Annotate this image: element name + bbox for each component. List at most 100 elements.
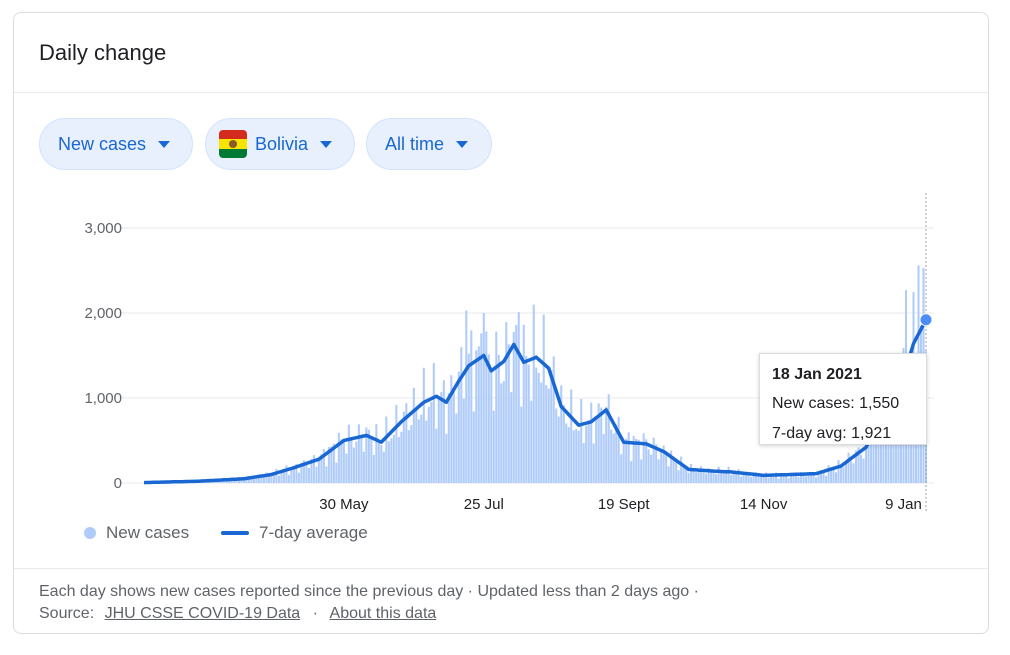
daily-cases-bar [582, 443, 585, 483]
daily-cases-bar [602, 434, 605, 483]
daily-cases-bar [702, 472, 705, 483]
daily-cases-bar [775, 472, 778, 483]
daily-cases-bar [680, 456, 683, 483]
daily-cases-bar [872, 444, 875, 483]
country-dropdown[interactable]: Bolivia [205, 118, 355, 170]
daily-cases-bar [267, 475, 270, 483]
daily-cases-bar [812, 472, 815, 483]
chevron-down-icon [158, 140, 171, 148]
source-link[interactable]: JHU CSSE COVID-19 Data [104, 605, 301, 622]
daily-cases-bar [825, 475, 828, 483]
daily-cases-bar [647, 449, 650, 483]
daily-cases-bar [882, 420, 885, 483]
daily-cases-bar [747, 472, 750, 483]
daily-cases-bar [482, 313, 485, 483]
daily-cases-bar [425, 420, 428, 483]
daily-cases-bar [815, 477, 818, 483]
daily-cases-bar [290, 467, 293, 483]
daily-cases-bar [760, 476, 763, 483]
daily-cases-bar [732, 473, 735, 483]
daily-cases-bar [252, 477, 255, 483]
daily-cases-bar [347, 424, 350, 483]
daily-cases-bar [310, 458, 313, 483]
daily-cases-bar [437, 398, 440, 483]
daily-cases-bar [790, 472, 793, 483]
legend-bar-swatch [84, 527, 96, 539]
daily-cases-bar [525, 356, 528, 483]
daily-cases-bar [650, 454, 653, 483]
daily-cases-bar [457, 371, 460, 483]
daily-cases-bar [750, 476, 753, 483]
daily-cases-bar [270, 475, 273, 483]
bolivia-flag-icon [219, 130, 247, 158]
daily-cases-bar [780, 473, 783, 483]
daily-cases-bar [800, 472, 803, 483]
daily-cases-bar [277, 475, 280, 483]
about-data-link[interactable]: About this data [329, 605, 437, 622]
daily-cases-bar [395, 404, 398, 483]
daily-cases-bar [412, 387, 415, 483]
daily-cases-bar [710, 469, 713, 483]
daily-cases-bar [487, 354, 490, 483]
daily-cases-bar [255, 475, 258, 483]
daily-cases-bar [627, 432, 630, 483]
daily-cases-chart[interactable]: 0 1,000 2,000 3,000 30 May 25 Jul 19 Sept 14 No… [14, 13, 988, 543]
daily-cases-bar [530, 400, 533, 483]
daily-cases-bar [862, 458, 865, 483]
daily-cases-bar [565, 423, 568, 483]
daily-cases-bar [792, 473, 795, 483]
daily-cases-bar [257, 475, 260, 483]
daily-cases-bar [587, 420, 590, 483]
metric-dropdown[interactable]: New cases [39, 118, 193, 170]
x-tick-label: 9 Jan [885, 496, 922, 513]
daily-cases-bar [600, 407, 603, 483]
daily-cases-bar [330, 446, 333, 483]
legend-7-day-average: 7-day average [221, 523, 368, 543]
daily-cases-bar [325, 466, 328, 483]
daily-cases-bar [250, 478, 253, 483]
daily-cases-bar [597, 403, 600, 483]
daily-cases-bar [707, 468, 710, 483]
daily-cases-bar [540, 382, 543, 483]
daily-cases-bar [355, 441, 358, 483]
daily-cases-bar [542, 314, 545, 483]
daily-cases-bar [842, 467, 845, 483]
legend-bars-label: New cases [106, 523, 190, 542]
daily-cases-bar [480, 333, 483, 483]
daily-cases-bar [640, 459, 643, 483]
daily-cases-bar [772, 474, 775, 483]
daily-cases-bar [367, 429, 370, 483]
daily-cases-bar [752, 474, 755, 483]
daily-cases-bar [612, 433, 615, 483]
daily-cases-bar [572, 430, 575, 483]
time-range-dropdown[interactable]: All time [366, 118, 492, 170]
daily-cases-bar [687, 472, 690, 483]
daily-cases-bar [595, 417, 598, 483]
daily-cases-bar [435, 428, 438, 483]
daily-cases-bar [847, 452, 850, 483]
daily-cases-bar [890, 407, 893, 483]
daily-cases-bar [327, 446, 330, 483]
hover-point [919, 313, 933, 327]
daily-cases-bar [625, 438, 628, 483]
x-tick-label: 19 Sept [598, 496, 651, 513]
daily-cases-bar [532, 304, 535, 483]
daily-cases-bar [742, 473, 745, 483]
daily-cases-bar [637, 439, 640, 483]
y-tick-label: 2,000 [84, 305, 122, 322]
daily-cases-bar [785, 473, 788, 483]
daily-cases-bar [455, 413, 458, 483]
chevron-down-icon [320, 140, 333, 148]
daily-cases-bar [320, 454, 323, 483]
daily-cases-bar [720, 472, 723, 483]
daily-cases-bar [397, 436, 400, 483]
daily-cases-bar [897, 416, 900, 483]
daily-cases-bar [375, 424, 378, 483]
daily-cases-bar [415, 410, 418, 483]
daily-cases-bar [655, 444, 658, 483]
daily-cases-bar [617, 416, 620, 483]
daily-cases-bar [607, 394, 610, 483]
daily-cases-bar [715, 473, 718, 483]
daily-cases-bar [545, 385, 548, 483]
legend-line-label: 7-day average [259, 523, 368, 542]
